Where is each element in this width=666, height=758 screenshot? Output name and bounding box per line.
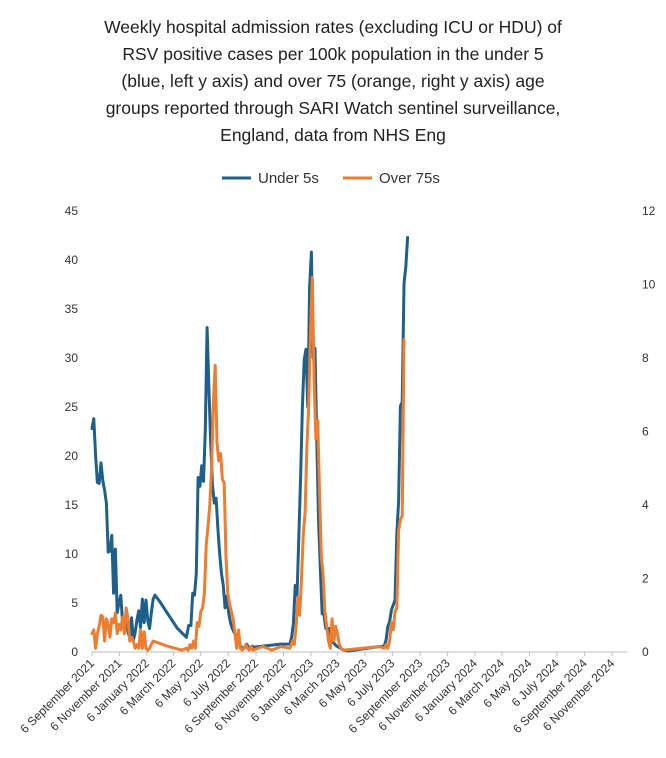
chart-title-line: groups reported through SARI Watch senti… <box>105 98 561 118</box>
y-left-tick-label: 15 <box>65 498 79 512</box>
y-right-tick-label: 6 <box>642 425 649 439</box>
y-left-tick-label: 45 <box>65 204 79 218</box>
legend: Under 5s Over 75s <box>222 170 440 187</box>
chart-title-line: Weekly hospital admission rates (excludi… <box>104 17 562 37</box>
y-left-tick-label: 25 <box>65 400 79 414</box>
y-right-tick-label: 0 <box>642 645 649 659</box>
y-left-tick-label: 0 <box>71 645 78 659</box>
y-right-tick-label: 4 <box>642 498 649 512</box>
chart-title: Weekly hospital admission rates (excludi… <box>0 14 666 149</box>
chart-title-line: England, data from NHS Eng <box>220 125 446 145</box>
legend-label-under5: Under 5s <box>258 170 319 187</box>
y-right-tick-label: 10 <box>642 278 656 292</box>
legend-label-over75: Over 75s <box>379 170 440 187</box>
y-left-tick-label: 35 <box>65 302 79 316</box>
y-left-tick-label: 30 <box>65 351 79 365</box>
y-right-tick-label: 8 <box>642 351 649 365</box>
series-line-over75 <box>90 275 406 652</box>
chart-title-line: (blue, left y axis) and over 75 (orange,… <box>121 71 545 91</box>
y-right-tick-label: 2 <box>642 572 649 586</box>
y-left-tick-label: 20 <box>65 449 79 463</box>
series-line-under5 <box>90 235 410 653</box>
y-left-tick-label: 40 <box>65 253 79 267</box>
y-left-tick-label: 5 <box>71 596 78 610</box>
chart-title-line: RSV positive cases per 100k population i… <box>122 44 544 64</box>
y-right-tick-label: 12 <box>642 204 656 218</box>
y-left-tick-label: 10 <box>65 547 79 561</box>
